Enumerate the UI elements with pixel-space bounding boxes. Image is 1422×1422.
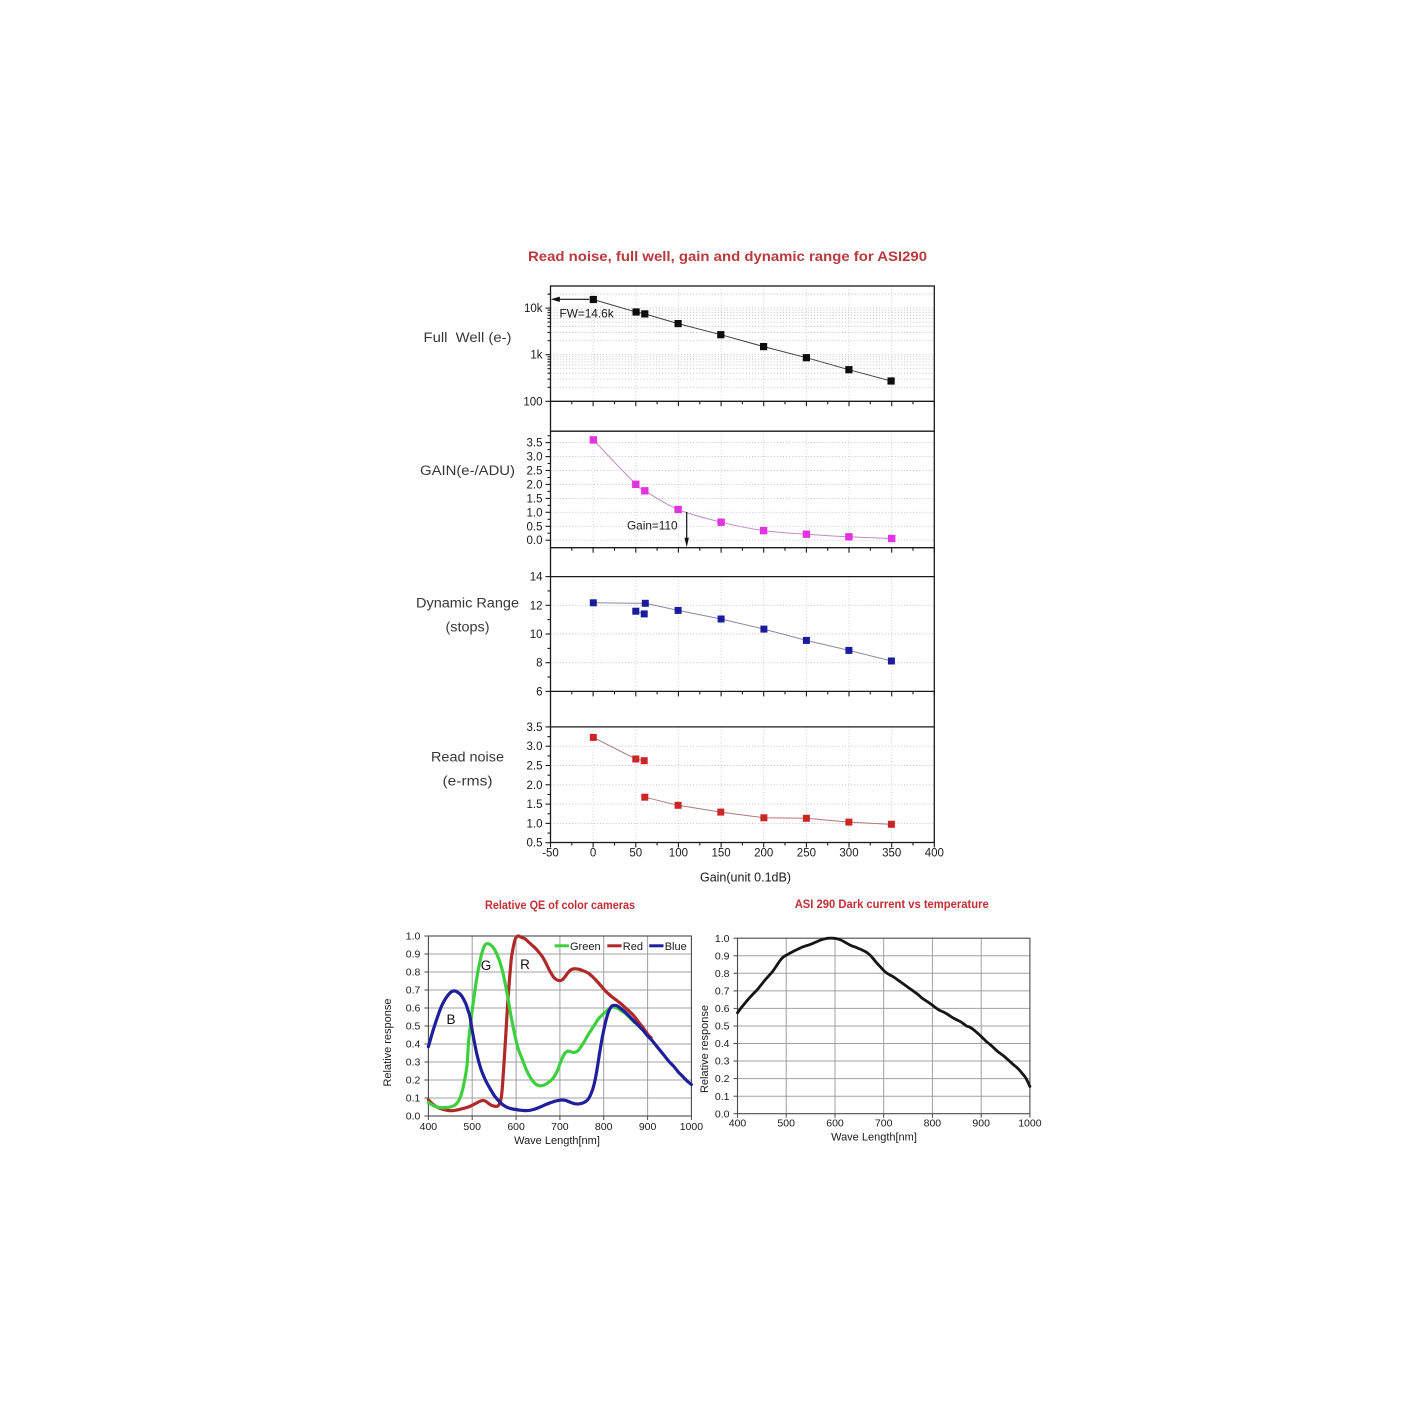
svg-text:1000: 1000: [680, 1121, 704, 1133]
svg-text:Relative response: Relative response: [699, 1005, 711, 1093]
svg-text:Gain=110: Gain=110: [627, 519, 678, 533]
svg-text:0.2: 0.2: [715, 1073, 730, 1085]
svg-text:200: 200: [754, 848, 773, 860]
svg-text:0.3: 0.3: [406, 1057, 421, 1069]
svg-text:500: 500: [463, 1121, 481, 1133]
svg-text:250: 250: [797, 848, 816, 860]
svg-text:Relative response: Relative response: [382, 998, 394, 1086]
svg-text:400: 400: [420, 1121, 438, 1133]
svg-text:FW=14.6k: FW=14.6k: [560, 307, 614, 321]
svg-text:0.0: 0.0: [406, 1111, 421, 1123]
svg-text:700: 700: [551, 1121, 569, 1133]
svg-text:0.7: 0.7: [715, 986, 730, 998]
svg-text:1.0: 1.0: [527, 818, 543, 830]
svg-text:ASI 290 Dark current vs temper: ASI 290 Dark current vs temperature: [795, 897, 989, 911]
svg-text:0.4: 0.4: [715, 1038, 730, 1050]
svg-text:2.5: 2.5: [527, 761, 543, 773]
svg-text:Dynamic Range: Dynamic Range: [416, 596, 519, 612]
svg-text:14: 14: [530, 572, 543, 584]
svg-text:3.0: 3.0: [527, 741, 543, 753]
svg-text:1.0: 1.0: [406, 931, 421, 943]
svg-text:-50: -50: [542, 848, 559, 860]
svg-text:0.0: 0.0: [527, 535, 543, 547]
svg-text:0.5: 0.5: [715, 1021, 730, 1033]
svg-text:0.9: 0.9: [715, 950, 730, 962]
svg-text:0.9: 0.9: [406, 949, 421, 961]
svg-text:500: 500: [777, 1117, 795, 1129]
svg-text:300: 300: [839, 848, 858, 860]
svg-text:2.0: 2.0: [527, 780, 543, 792]
svg-text:0: 0: [590, 848, 596, 860]
svg-text:GAIN(e-/ADU): GAIN(e-/ADU): [420, 463, 515, 479]
svg-text:0.2: 0.2: [406, 1075, 421, 1087]
svg-text:Blue: Blue: [665, 941, 687, 953]
svg-text:12: 12: [530, 600, 543, 612]
svg-text:R: R: [520, 957, 530, 972]
svg-text:2.0: 2.0: [527, 479, 543, 491]
svg-text:0.5: 0.5: [527, 521, 543, 533]
svg-text:10: 10: [530, 629, 543, 641]
svg-text:Gain(unit 0.1dB): Gain(unit 0.1dB): [700, 871, 791, 885]
svg-text:3.0: 3.0: [527, 452, 543, 464]
svg-text:(stops): (stops): [446, 620, 490, 636]
svg-text:0.4: 0.4: [406, 1039, 421, 1051]
svg-text:0.5: 0.5: [406, 1021, 421, 1033]
svg-text:100: 100: [523, 396, 542, 408]
svg-text:1.0: 1.0: [715, 933, 730, 945]
svg-text:1.5: 1.5: [527, 493, 543, 505]
svg-text:0.0: 0.0: [715, 1108, 730, 1120]
svg-text:0.1: 0.1: [406, 1093, 421, 1105]
svg-text:0.8: 0.8: [715, 968, 730, 980]
svg-text:3.5: 3.5: [527, 438, 543, 450]
svg-text:800: 800: [924, 1117, 942, 1129]
svg-text:0.6: 0.6: [406, 1003, 421, 1015]
svg-text:B: B: [446, 1012, 455, 1027]
svg-text:1.5: 1.5: [527, 799, 543, 811]
svg-text:800: 800: [595, 1121, 613, 1133]
svg-text:Green: Green: [570, 941, 601, 953]
svg-text:150: 150: [712, 848, 731, 860]
svg-text:600: 600: [826, 1117, 844, 1129]
svg-text:0.3: 0.3: [715, 1056, 730, 1068]
svg-text:G: G: [481, 958, 492, 973]
svg-text:8: 8: [536, 658, 542, 670]
svg-text:Wave Length[nm]: Wave Length[nm]: [831, 1131, 917, 1143]
svg-text:Read noise: Read noise: [431, 750, 504, 766]
svg-text:1k: 1k: [530, 350, 542, 362]
svg-text:6: 6: [536, 686, 542, 698]
svg-text:1.0: 1.0: [527, 507, 543, 519]
svg-text:900: 900: [972, 1117, 990, 1129]
svg-text:3.5: 3.5: [527, 722, 543, 734]
svg-text:2.5: 2.5: [527, 466, 543, 478]
svg-text:Wave Length[nm]: Wave Length[nm]: [514, 1135, 600, 1147]
svg-text:(e-rms): (e-rms): [443, 774, 493, 790]
svg-text:0.6: 0.6: [715, 1003, 730, 1015]
svg-text:10k: 10k: [524, 303, 543, 315]
svg-text:Red: Red: [623, 941, 643, 953]
svg-text:700: 700: [875, 1117, 893, 1129]
svg-text:350: 350: [882, 848, 901, 860]
svg-text:50: 50: [629, 848, 642, 860]
svg-text:0.5: 0.5: [527, 838, 543, 850]
svg-text:100: 100: [669, 848, 688, 860]
svg-text:1000: 1000: [1018, 1117, 1042, 1129]
svg-text:400: 400: [925, 848, 944, 860]
svg-text:400: 400: [729, 1117, 747, 1129]
svg-text:600: 600: [507, 1121, 525, 1133]
svg-text:0.7: 0.7: [406, 985, 421, 997]
svg-text:900: 900: [639, 1121, 657, 1133]
svg-text:Read noise, full well, gain an: Read noise, full well, gain and dynamic …: [528, 248, 927, 264]
svg-text:Full Well (e-): Full Well (e-): [424, 330, 512, 346]
svg-text:0.8: 0.8: [406, 967, 421, 979]
svg-text:Relative QE of color cameras: Relative QE of color cameras: [485, 898, 635, 912]
svg-text:0.1: 0.1: [715, 1091, 730, 1103]
